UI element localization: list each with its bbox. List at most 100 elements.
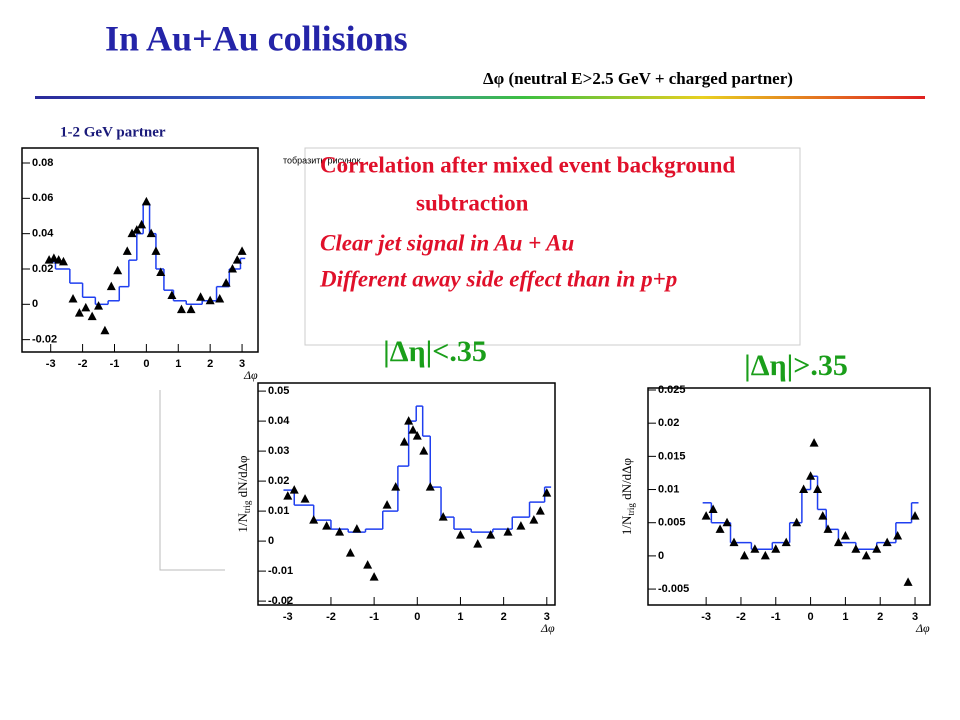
text-box bbox=[304, 147, 801, 346]
data-point bbox=[335, 527, 345, 536]
x-axis-label: Δφ bbox=[243, 368, 258, 382]
data-point bbox=[74, 308, 84, 317]
data-point bbox=[232, 255, 242, 264]
data-point bbox=[352, 524, 362, 533]
data-point bbox=[215, 294, 225, 303]
x-tick-label: 2 bbox=[877, 611, 883, 623]
y-tick-label: 0.08 bbox=[32, 157, 53, 169]
data-point bbox=[529, 515, 539, 524]
data-point bbox=[58, 256, 68, 266]
data-point bbox=[49, 253, 59, 262]
y-tick-label: 0.02 bbox=[268, 475, 289, 487]
data-point bbox=[176, 304, 186, 314]
data-point bbox=[792, 517, 802, 527]
y-axis-label: 1/Ntrig dN/dΔφ bbox=[619, 458, 636, 535]
x-tick-label: 0 bbox=[414, 611, 420, 623]
data-point bbox=[722, 517, 732, 527]
data-point bbox=[309, 515, 319, 524]
y-tick-label: 0.01 bbox=[658, 483, 679, 495]
data-point bbox=[715, 524, 725, 533]
chart-title: |Δη|<.35 bbox=[383, 335, 487, 368]
slide-title: In Au+Au collisions bbox=[105, 18, 408, 58]
decoration bbox=[159, 390, 225, 571]
x-tick-label: 2 bbox=[501, 611, 507, 623]
x-tick-label: -3 bbox=[701, 611, 711, 623]
y-tick-label: -0.01 bbox=[268, 565, 293, 577]
data-point bbox=[799, 484, 809, 494]
chart-title: 1-2 GeV partner bbox=[60, 124, 166, 140]
y-tick-label: 0.01 bbox=[268, 505, 289, 517]
plot-frame bbox=[257, 382, 556, 606]
note: Different away side effect than in p+p bbox=[319, 266, 677, 291]
data-point bbox=[760, 550, 770, 560]
data-point bbox=[729, 537, 739, 547]
data-point bbox=[903, 577, 913, 586]
chart-title: |Δη|>.35 bbox=[744, 349, 848, 382]
data-point bbox=[818, 511, 828, 520]
data-point bbox=[438, 512, 448, 521]
data-point bbox=[542, 488, 552, 497]
note: Correlation after mixed event background bbox=[320, 152, 735, 177]
x-tick-label: 1 bbox=[457, 611, 463, 623]
data-point bbox=[363, 560, 373, 569]
x-tick-label: 1 bbox=[842, 611, 848, 623]
plot-frame bbox=[21, 147, 259, 353]
y-tick-label: 0.005 bbox=[658, 517, 686, 529]
x-tick-label: -1 bbox=[771, 611, 781, 623]
data-point bbox=[382, 500, 392, 509]
data-point bbox=[701, 511, 711, 520]
data-point bbox=[221, 278, 231, 287]
data-point bbox=[535, 506, 545, 515]
data-point bbox=[516, 521, 526, 530]
data-point bbox=[851, 544, 861, 553]
y-tick-label: 0.02 bbox=[32, 263, 53, 275]
data-point bbox=[54, 255, 64, 264]
y-tick-label: 0.02 bbox=[658, 417, 679, 429]
data-point bbox=[87, 311, 97, 321]
y-tick-label: 0.06 bbox=[32, 192, 53, 204]
data-point bbox=[94, 301, 104, 310]
data-point bbox=[910, 511, 920, 520]
data-point bbox=[132, 225, 142, 234]
data-point bbox=[404, 416, 414, 425]
y-tick-label: -0.02 bbox=[268, 595, 293, 607]
y-tick-label: 0.04 bbox=[268, 415, 290, 427]
y-axis-label-part: dN/dΔφ bbox=[619, 458, 634, 503]
x-tick-label: -2 bbox=[326, 611, 336, 623]
data-point bbox=[882, 537, 892, 547]
x-tick-label: -1 bbox=[369, 611, 379, 623]
note: Clear jet signal in Au + Au bbox=[320, 230, 574, 255]
data-point bbox=[322, 521, 332, 530]
x-tick-label: 3 bbox=[912, 611, 918, 623]
data-point bbox=[455, 530, 465, 539]
y-tick-label: -0.02 bbox=[32, 334, 57, 346]
data-point bbox=[106, 281, 116, 291]
x-tick-label: -1 bbox=[110, 358, 120, 370]
data-point bbox=[893, 530, 903, 540]
data-point bbox=[369, 572, 379, 581]
y-tick-label: 0 bbox=[32, 298, 38, 310]
data-point bbox=[813, 484, 823, 494]
data-point bbox=[708, 504, 718, 513]
data-point bbox=[823, 524, 833, 533]
data-point bbox=[113, 265, 123, 275]
data-point bbox=[473, 539, 483, 548]
data-point bbox=[391, 482, 401, 491]
x-tick-label: 3 bbox=[239, 358, 245, 370]
y-axis-label-part: 1/N bbox=[619, 515, 634, 535]
data-point bbox=[151, 246, 161, 255]
placeholder: тобразить рисунок bbox=[283, 155, 361, 165]
note: subtraction bbox=[416, 190, 529, 215]
data-point bbox=[872, 544, 882, 553]
slide-subtitle: Δφ (neutral E>2.5 GeV + charged partner) bbox=[483, 69, 793, 88]
x-tick-label: 3 bbox=[544, 611, 550, 623]
y-tick-label: -0.005 bbox=[658, 583, 689, 595]
y-tick-label: 0.05 bbox=[268, 385, 289, 397]
data-point bbox=[425, 482, 435, 491]
data-point bbox=[781, 537, 791, 547]
data-point bbox=[196, 292, 206, 301]
y-tick-label: 0.025 bbox=[658, 384, 686, 396]
data-point bbox=[861, 550, 871, 560]
data-point bbox=[300, 494, 310, 503]
